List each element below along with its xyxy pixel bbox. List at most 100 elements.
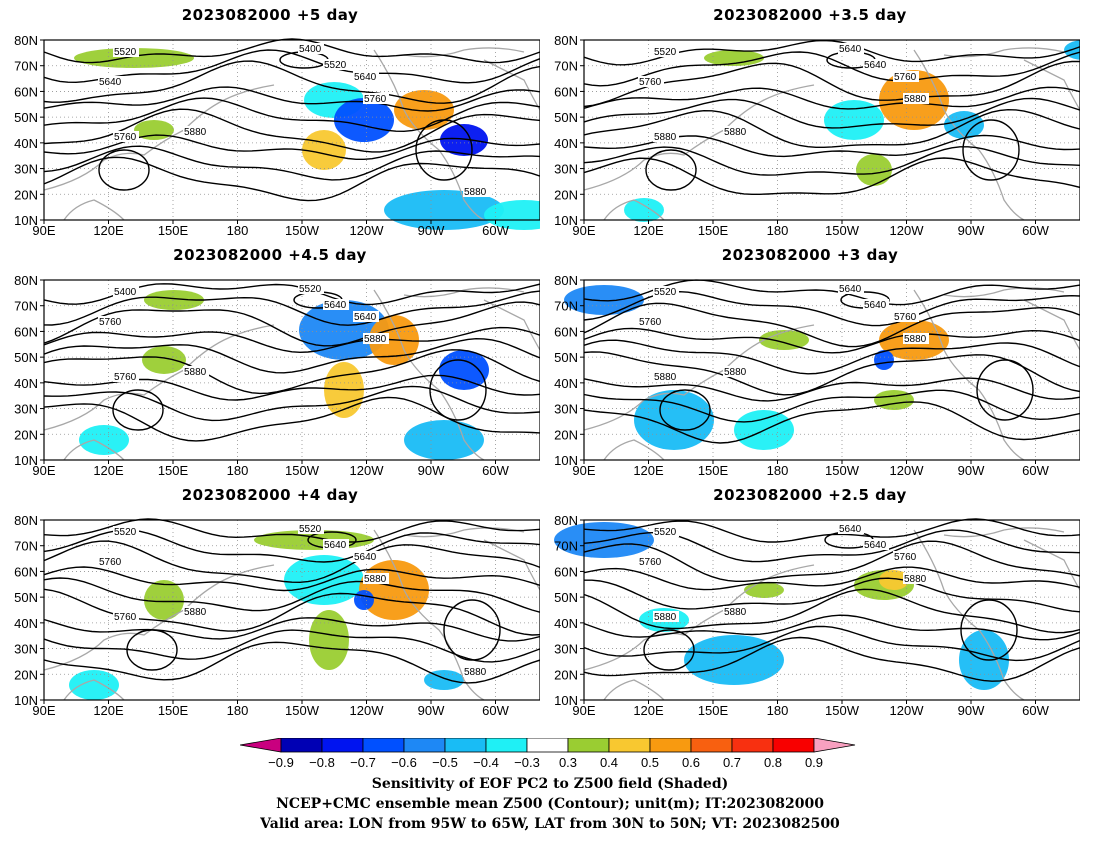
lat-tick-label: 40N (554, 136, 578, 151)
contour-label: 5760 (114, 372, 137, 383)
lat-tick-label: 20N (554, 427, 578, 442)
lon-tick-label: 120E (93, 703, 124, 718)
contour-label: 5640 (839, 284, 862, 295)
contour-label-bg (463, 186, 489, 197)
coastline (913, 529, 1025, 701)
lon-tick-label: 120W (890, 463, 925, 478)
plot-frame (583, 279, 1080, 461)
contour-label: 5880 (184, 127, 207, 138)
contour-label-bg (863, 59, 889, 70)
contour-label-bg (463, 666, 489, 677)
colorbar-tick-label: 0.5 (641, 755, 659, 770)
z500-contour (583, 86, 1080, 110)
contour-label-bg (113, 371, 139, 382)
lon-tick-label: 60W (1022, 463, 1049, 478)
map-panel-5: 2023082000 +4 day 5520 5520 5640 5640 5760 58… (0, 486, 540, 726)
z500-contour (583, 389, 1080, 423)
lon-tick-label: 60W (482, 223, 509, 238)
coastline (603, 679, 665, 701)
z500-contour (43, 326, 540, 354)
contour-label-bg (323, 299, 349, 310)
lat-tick-label: 40N (14, 136, 38, 151)
contour-label-bg (363, 333, 389, 344)
contour-label: 5520 (654, 47, 677, 58)
colorbar-segment (485, 737, 528, 753)
lon-tick-label: 90E (572, 703, 595, 718)
contour-label: 5640 (99, 77, 122, 88)
z500-contour (43, 337, 540, 374)
contour-label: 5640 (839, 44, 862, 55)
sensitivity-shade (634, 390, 714, 450)
sensitivity-shade (879, 570, 909, 590)
lat-tick-label: 70N (14, 539, 38, 554)
contour-label: 5760 (364, 94, 387, 105)
contour-label: 5640 (864, 540, 887, 551)
coastline (403, 47, 525, 58)
lon-tick-label: 120E (93, 463, 124, 478)
contour-label-bg (113, 46, 139, 57)
contour-label: 5760 (639, 557, 662, 568)
lat-tick-label: 20N (14, 667, 38, 682)
contour-label: 5880 (184, 607, 207, 618)
contour-label-bg (653, 526, 679, 537)
colorbar-tick-label: 0.6 (682, 755, 700, 770)
lon-tick-label: 150W (825, 703, 860, 718)
coastline (373, 49, 485, 221)
z500-contour (583, 377, 1080, 402)
z500-contour (43, 641, 540, 684)
contour-label-bg (113, 526, 139, 537)
coastline (403, 527, 525, 538)
contour-label-bg (723, 606, 749, 617)
lat-tick-label: 30N (14, 402, 38, 417)
lon-tick-label: 150E (158, 703, 189, 718)
z500-contour (43, 38, 540, 64)
sensitivity-shade (684, 635, 784, 685)
z500-contour (43, 156, 540, 202)
contour-label-bg (113, 131, 139, 142)
sensitivity-shade (484, 200, 540, 230)
colorbar-tick-label: 0.4 (600, 755, 618, 770)
lon-tick-label: 180 (227, 463, 249, 478)
plot-frame (43, 519, 540, 701)
z500-contour (43, 540, 540, 584)
contour-label: 5760 (99, 317, 122, 328)
lon-tick-label: 120E (633, 703, 664, 718)
lat-tick-label: 10N (554, 693, 578, 708)
contour-label-bg (183, 606, 209, 617)
sensitivity-shade (69, 670, 119, 700)
contour-label: 5640 (354, 552, 377, 563)
lat-tick-label: 20N (14, 187, 38, 202)
lon-tick-label: 150W (825, 463, 860, 478)
contour-label-bg (838, 43, 864, 54)
z500-contour (583, 327, 1080, 354)
closed-contour (962, 119, 1020, 181)
lat-tick-label: 70N (14, 299, 38, 314)
z500-contour (43, 385, 540, 422)
contour-label-bg (113, 286, 139, 297)
contour-label: 5760 (894, 312, 917, 323)
lon-tick-label: 120E (633, 463, 664, 478)
z500-contour (583, 351, 1080, 396)
lat-tick-label: 50N (554, 590, 578, 605)
contour-label-bg (113, 611, 139, 622)
lat-tick-label: 30N (14, 642, 38, 657)
lat-tick-label: 10N (14, 453, 38, 468)
lat-tick-label: 50N (14, 110, 38, 125)
lon-tick-label: 90W (418, 463, 445, 478)
lon-tick-label: 150W (285, 463, 320, 478)
sensitivity-shade (856, 154, 892, 186)
contour-label-bg (98, 316, 124, 327)
lat-tick-label: 60N (14, 84, 38, 99)
plot-frame (583, 519, 1080, 701)
lat-tick-label: 80N (14, 513, 38, 528)
colorbar-segment (403, 737, 446, 753)
closed-contour (112, 389, 164, 431)
z500-contour (583, 540, 1080, 582)
contour-label-bg (98, 76, 124, 87)
sensitivity-shade (142, 346, 186, 374)
plot-background (44, 520, 540, 700)
contour-label-bg (183, 126, 209, 137)
